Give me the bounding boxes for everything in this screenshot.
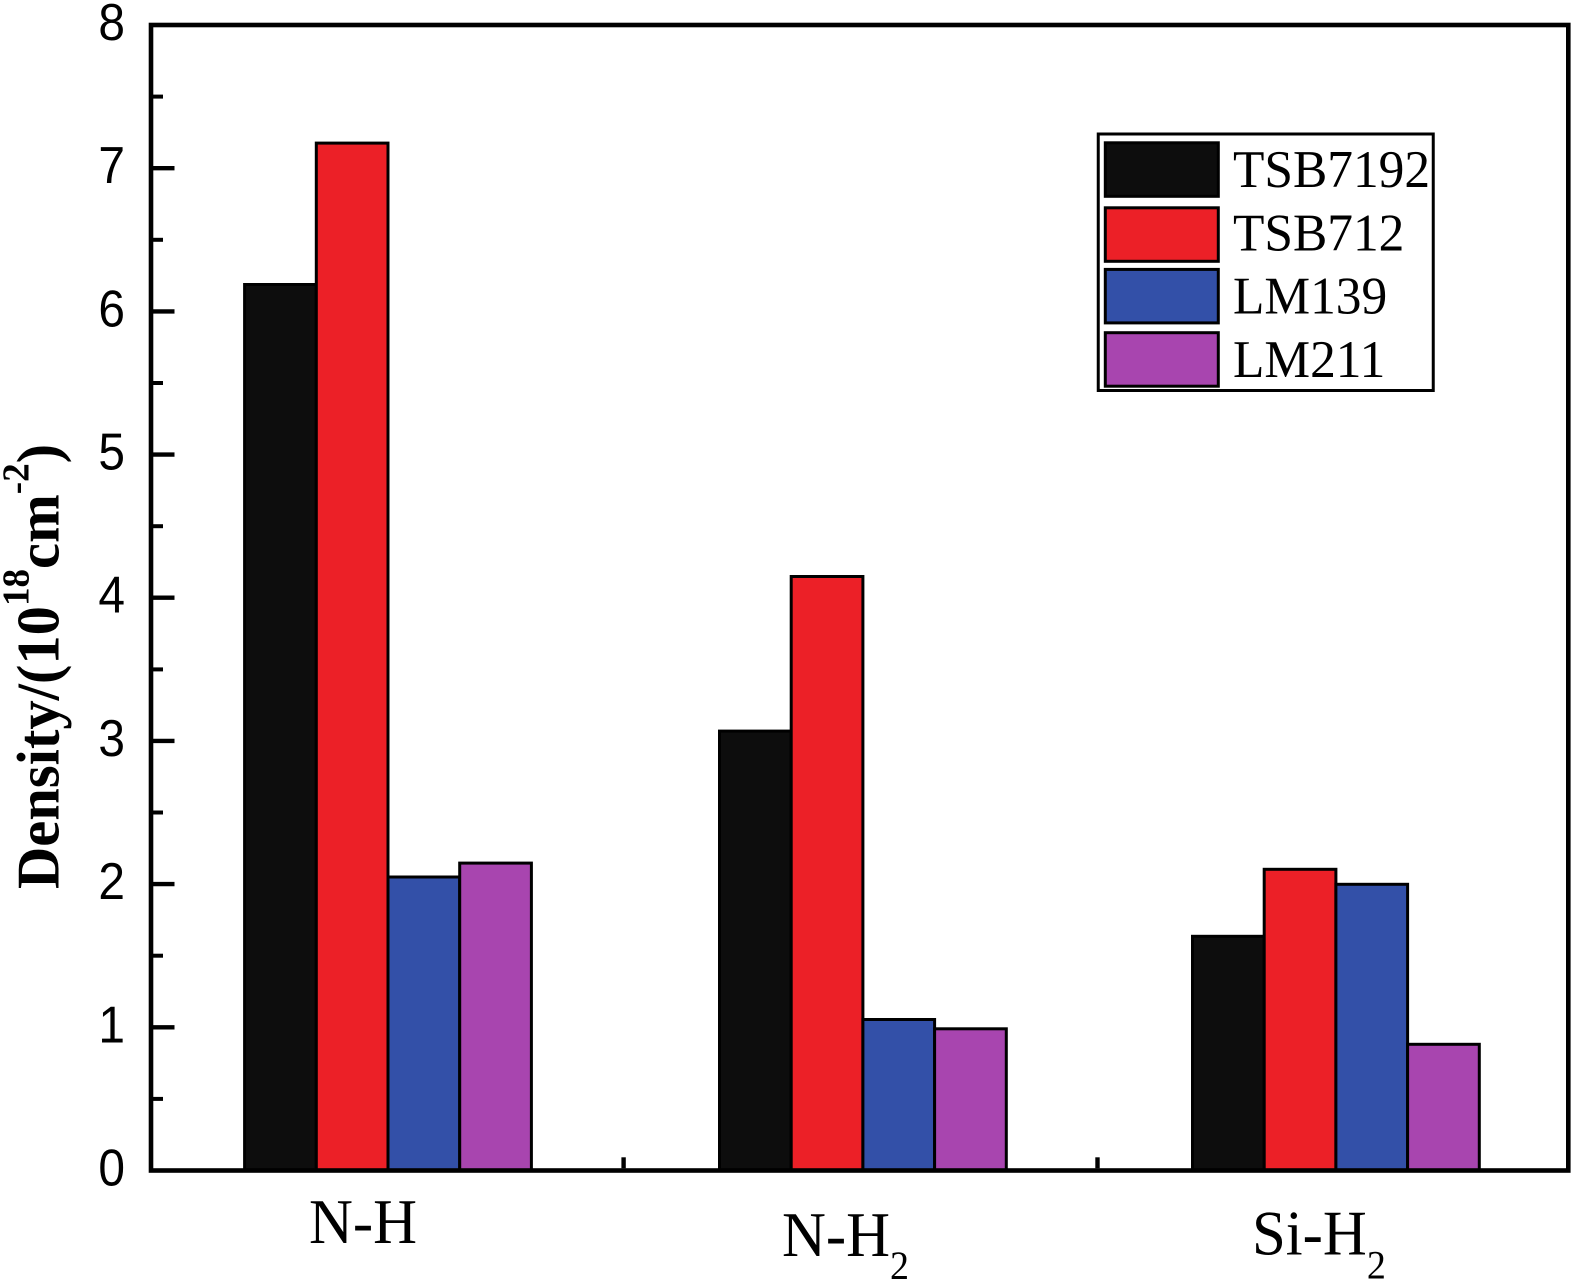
svg-text:0: 0 xyxy=(98,1139,125,1197)
svg-text:2: 2 xyxy=(98,852,125,910)
svg-text:7: 7 xyxy=(98,136,125,194)
svg-text:8: 8 xyxy=(98,0,125,51)
svg-text:TSB7192: TSB7192 xyxy=(1233,140,1430,199)
svg-text:N-H2: N-H2 xyxy=(782,1199,909,1280)
svg-text:4: 4 xyxy=(98,566,125,624)
svg-text:LM211: LM211 xyxy=(1233,330,1385,389)
svg-text:3: 3 xyxy=(98,709,125,767)
svg-text:LM139: LM139 xyxy=(1233,267,1387,326)
svg-text:Si-H2: Si-H2 xyxy=(1252,1197,1386,1280)
svg-text:TSB712: TSB712 xyxy=(1233,204,1404,263)
svg-text:1: 1 xyxy=(98,995,125,1053)
svg-text:6: 6 xyxy=(98,280,125,338)
svg-text:N-H: N-H xyxy=(309,1186,417,1258)
svg-text:Density/(1018cm-2): Density/(1018cm-2) xyxy=(0,444,72,889)
svg-text:5: 5 xyxy=(98,423,125,481)
